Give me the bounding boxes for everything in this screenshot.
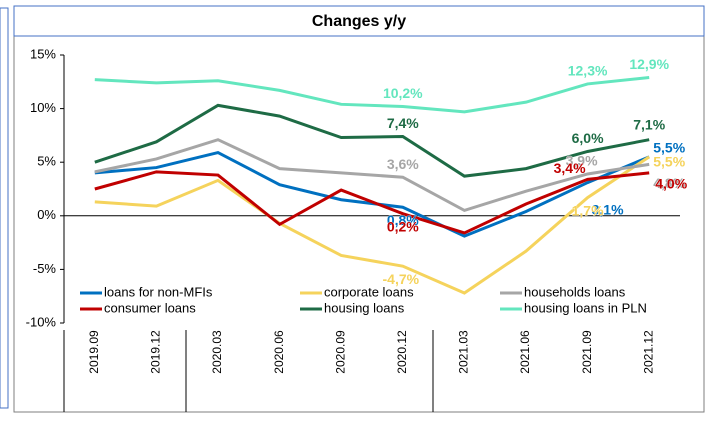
data-label: 4,0%: [655, 176, 687, 192]
data-label: 0,8%: [387, 212, 419, 228]
series-line: [94, 170, 650, 235]
series-line: [94, 155, 651, 295]
x-tick-label: 2019.12: [149, 330, 163, 374]
x-tick-label: 2020.09: [333, 330, 347, 374]
data-label: 12,9%: [629, 56, 669, 72]
series-line: [94, 150, 650, 238]
x-tick-label: 2021.06: [518, 330, 532, 374]
series-line: [94, 138, 650, 213]
data-label: 3,6%: [387, 156, 419, 172]
data-label: 1,7%: [572, 202, 604, 218]
y-tick-label: 0%: [37, 207, 56, 222]
data-label: 7,4%: [387, 115, 419, 131]
data-label: 4,8%: [653, 175, 685, 191]
legend-label: housing loans: [324, 300, 405, 315]
x-tick-label: 2021.12: [641, 330, 655, 374]
x-tick-label: 2019.09: [87, 330, 101, 374]
series-line: [94, 103, 650, 178]
x-tick-label: 2021.09: [580, 330, 594, 374]
data-label: 5,5%: [653, 140, 685, 156]
legend-label: households loans: [524, 284, 626, 299]
legend-label: housing loans in PLN: [524, 300, 647, 315]
legend-label: corporate loans: [324, 284, 414, 299]
y-tick-label: -10%: [26, 314, 57, 329]
data-label: 3,1%: [592, 201, 624, 217]
legend-label: consumer loans: [104, 300, 196, 315]
x-tick-label: 2020.12: [395, 330, 409, 374]
title-bar: [13, 5, 705, 37]
series-line: [94, 76, 650, 114]
y-tick-label: 10%: [30, 100, 56, 115]
data-label: 7,1%: [633, 116, 665, 132]
data-label: 5,5%: [653, 154, 685, 170]
data-label: -4,7%: [383, 271, 420, 287]
x-tick-label: 2021.03: [457, 330, 471, 374]
y-tick-label: -5%: [33, 261, 57, 276]
data-label: 10,2%: [383, 85, 423, 101]
data-label: 3,4%: [554, 160, 586, 176]
y-tick-label: 5%: [37, 154, 56, 169]
side-frame: [0, 7, 9, 409]
data-label: 0,2%: [387, 218, 419, 234]
y-tick-label: 15%: [30, 46, 56, 61]
data-label: 12,3%: [568, 63, 608, 79]
data-label: 6,0%: [572, 130, 604, 146]
x-tick-label: 2020.06: [272, 330, 286, 374]
x-tick-label: 2020.03: [210, 330, 224, 374]
data-label: 3,9%: [566, 153, 598, 169]
legend-label: loans for non-MFIs: [104, 284, 213, 299]
chart-title: Changes y/y: [312, 13, 406, 30]
